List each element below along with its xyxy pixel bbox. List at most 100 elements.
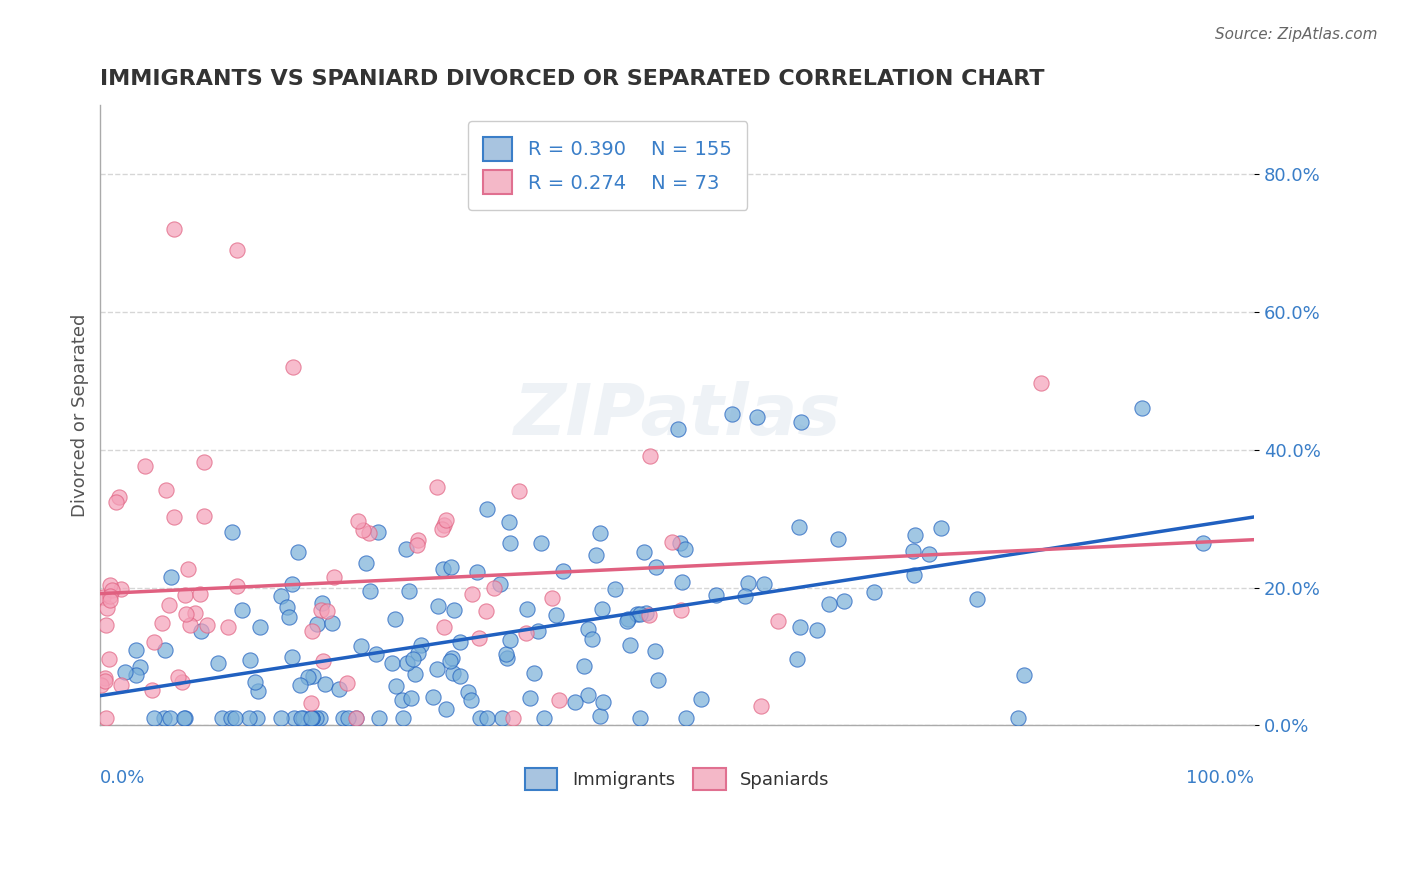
Immigrants — [576, 688, 599, 702]
Immigrants — [589, 708, 612, 723]
Immigrants — [628, 607, 651, 622]
Immigrants — [491, 711, 513, 725]
Immigrants — [619, 638, 641, 652]
Immigrants — [367, 525, 389, 540]
Immigrants — [516, 602, 538, 616]
Immigrants — [336, 711, 359, 725]
Spaniards — [433, 517, 456, 532]
Immigrants — [354, 556, 377, 570]
Immigrants — [863, 584, 886, 599]
Spaniards — [430, 522, 453, 536]
Spaniards — [193, 455, 215, 469]
Spaniards — [346, 514, 368, 528]
Spaniards — [91, 590, 114, 604]
Spaniards — [637, 607, 659, 622]
Immigrants — [931, 521, 953, 535]
Immigrants — [734, 589, 756, 603]
Immigrants — [219, 711, 242, 725]
Spaniards — [184, 606, 207, 620]
Immigrants — [645, 559, 668, 574]
Spaniards — [174, 607, 197, 622]
Immigrants — [364, 648, 387, 662]
Immigrants — [617, 612, 640, 626]
Spaniards — [217, 620, 239, 634]
Immigrants — [592, 696, 614, 710]
Immigrants — [901, 543, 924, 558]
Immigrants — [125, 668, 148, 682]
Spaniards — [226, 579, 249, 593]
Spaniards — [433, 620, 456, 634]
Spaniards — [173, 588, 195, 602]
Immigrants — [391, 692, 413, 706]
Spaniards — [405, 538, 427, 552]
Spaniards — [468, 631, 491, 645]
Immigrants — [443, 603, 465, 617]
Immigrants — [441, 651, 464, 665]
Immigrants — [307, 616, 329, 631]
Immigrants — [666, 422, 689, 436]
Immigrants — [281, 649, 304, 664]
Immigrants — [787, 520, 810, 534]
Immigrants — [499, 536, 522, 550]
Immigrants — [291, 711, 314, 725]
Spaniards — [311, 654, 333, 668]
Y-axis label: Divorced or Separated: Divorced or Separated — [72, 314, 89, 517]
Immigrants — [406, 647, 429, 661]
Immigrants — [704, 588, 727, 602]
Immigrants — [918, 547, 941, 561]
Text: 0.0%: 0.0% — [100, 769, 146, 787]
Spaniards — [110, 678, 132, 692]
Spaniards — [134, 458, 156, 473]
Immigrants — [239, 653, 262, 667]
Immigrants — [523, 665, 546, 680]
Immigrants — [499, 632, 522, 647]
Immigrants — [457, 685, 479, 699]
Spaniards — [766, 614, 789, 628]
Spaniards — [155, 483, 177, 497]
Spaniards — [484, 581, 506, 595]
Immigrants — [359, 583, 381, 598]
Immigrants — [460, 693, 482, 707]
Immigrants — [238, 711, 260, 725]
Spaniards — [98, 592, 121, 607]
Immigrants — [903, 567, 925, 582]
Spaniards — [301, 624, 323, 638]
Immigrants — [309, 711, 332, 725]
Spaniards — [408, 533, 430, 547]
Spaniards — [188, 587, 211, 601]
Immigrants — [211, 711, 233, 725]
Immigrants — [786, 652, 808, 666]
Immigrants — [231, 603, 253, 617]
Spaniards — [93, 671, 115, 685]
Immigrants — [399, 691, 422, 706]
Spaniards — [344, 711, 367, 725]
Immigrants — [142, 711, 165, 725]
Immigrants — [581, 632, 603, 646]
Immigrants — [689, 692, 711, 706]
Spaniards — [359, 525, 381, 540]
Immigrants — [475, 502, 498, 516]
Spaniards — [141, 682, 163, 697]
Immigrants — [398, 584, 420, 599]
Immigrants — [276, 600, 298, 615]
Immigrants — [647, 673, 669, 687]
Immigrants — [576, 622, 599, 636]
Spaniards — [193, 508, 215, 523]
Immigrants — [489, 576, 512, 591]
Spaniards — [93, 673, 115, 688]
Immigrants — [827, 533, 849, 547]
Text: Source: ZipAtlas.com: Source: ZipAtlas.com — [1215, 27, 1378, 42]
Spaniards — [96, 601, 118, 615]
Spaniards — [170, 675, 193, 690]
Immigrants — [465, 565, 488, 579]
Immigrants — [591, 602, 613, 616]
Immigrants — [152, 711, 174, 725]
Immigrants — [422, 690, 444, 704]
Spaniards — [96, 618, 118, 632]
Immigrants — [426, 662, 449, 676]
Spaniards — [749, 699, 772, 714]
Immigrants — [246, 711, 269, 725]
Immigrants — [392, 711, 415, 725]
Immigrants — [311, 595, 333, 609]
Spaniards — [515, 626, 537, 640]
